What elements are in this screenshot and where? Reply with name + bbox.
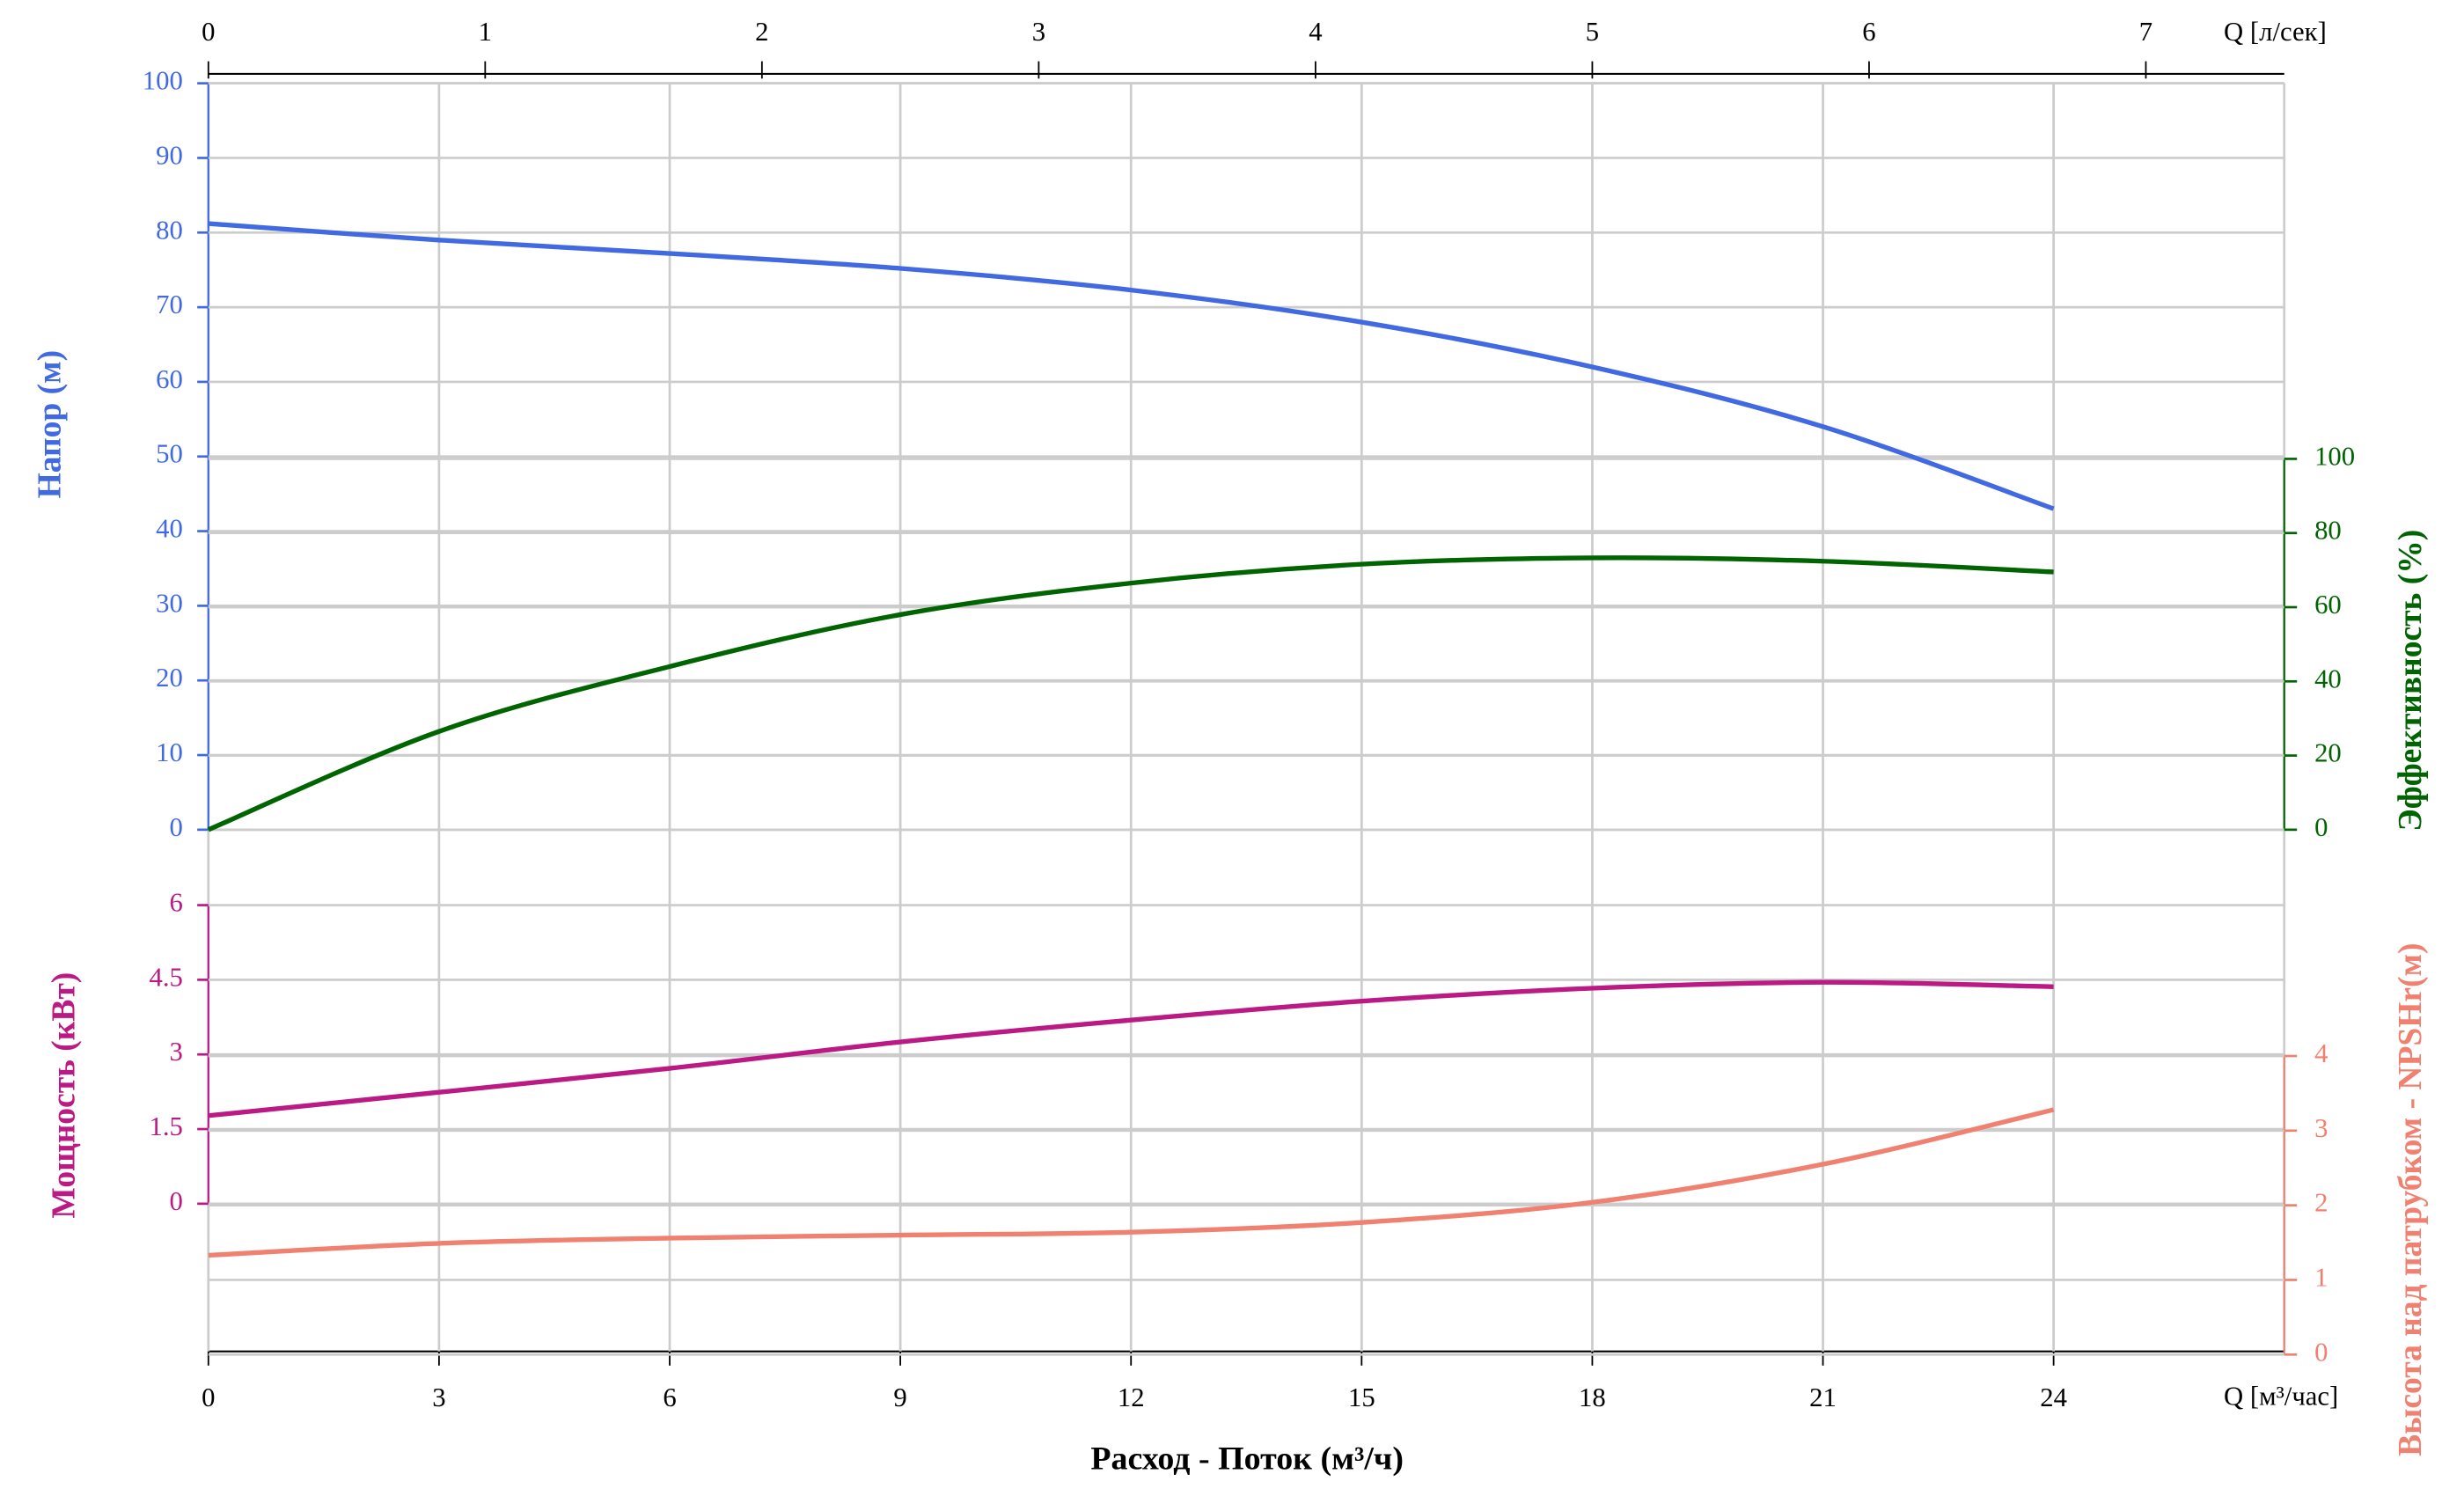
y-tick-label: 4 — [2314, 1038, 2328, 1068]
y-tick-label: 0 — [170, 812, 183, 842]
y-tick-label: 100 — [143, 66, 183, 96]
y-axis-title: Высота над патрубком - NPSHr(м) — [2392, 942, 2429, 1456]
y-tick-label: 0 — [2314, 1337, 2328, 1367]
y-tick-label: 3 — [170, 1037, 183, 1067]
x-tick-label: 12 — [1118, 1382, 1145, 1412]
y-tick-label: 50 — [156, 439, 183, 469]
y-tick-label: 60 — [2314, 590, 2342, 620]
y-tick-label: 6 — [170, 888, 183, 918]
y-tick-label: 90 — [156, 141, 183, 171]
x-tick-label: 21 — [1809, 1382, 1837, 1412]
y-tick-label: 1.5 — [149, 1111, 182, 1141]
y-tick-label: 100 — [2314, 442, 2355, 472]
x2-unit-label: Q [л/сек] — [2224, 17, 2327, 47]
y-axis-title: Напор (м) — [31, 350, 68, 498]
y-tick-label: 3 — [2314, 1113, 2328, 1143]
x2-tick-label: 7 — [2139, 17, 2152, 47]
y-tick-label: 20 — [2314, 738, 2342, 768]
y-tick-label: 40 — [156, 514, 183, 544]
x2-tick-label: 2 — [755, 17, 768, 47]
x-tick-label: 0 — [202, 1382, 215, 1412]
y-tick-label: 40 — [2314, 664, 2342, 693]
y-tick-label: 0 — [2314, 812, 2328, 842]
x-tick-label: 15 — [1348, 1382, 1375, 1412]
x-tick-label: 24 — [2040, 1382, 2067, 1412]
y-tick-label: 1 — [2314, 1263, 2328, 1293]
y-tick-label: 60 — [156, 364, 183, 394]
y-tick-label: 10 — [156, 737, 183, 767]
x-unit-label: Q [м³/час] — [2224, 1381, 2338, 1411]
x-tick-label: 9 — [893, 1382, 906, 1412]
y-tick-label: 0 — [170, 1186, 183, 1216]
curve — [208, 979, 2054, 1118]
y-axis-title: Мощность (кВт) — [45, 972, 82, 1219]
curve — [207, 555, 2054, 832]
x2-tick-label: 5 — [1586, 17, 1599, 47]
x2-tick-label: 3 — [1032, 17, 1045, 47]
x-tick-label: 6 — [663, 1382, 676, 1412]
x-axis-title: Расход - Поток (м³/ч) — [1090, 1441, 1404, 1478]
curve — [208, 221, 2055, 511]
curve — [208, 1107, 2055, 1258]
y-tick-label: 70 — [156, 290, 183, 319]
x2-tick-label: 6 — [1862, 17, 1875, 47]
x-tick-label: 18 — [1579, 1382, 1606, 1412]
x-tick-label: 3 — [432, 1382, 445, 1412]
y-tick-label: 4.5 — [149, 963, 182, 993]
y-tick-label: 80 — [156, 215, 183, 245]
y-tick-label: 20 — [156, 663, 183, 693]
x2-tick-label: 0 — [202, 17, 215, 47]
x2-tick-label: 4 — [1309, 17, 1322, 47]
y-tick-label: 30 — [156, 589, 183, 619]
y-tick-label: 2 — [2314, 1188, 2328, 1218]
y-tick-label: 80 — [2314, 516, 2342, 546]
y-axis-title: Эффективность (%) — [2392, 530, 2429, 832]
x2-tick-label: 1 — [479, 17, 492, 47]
